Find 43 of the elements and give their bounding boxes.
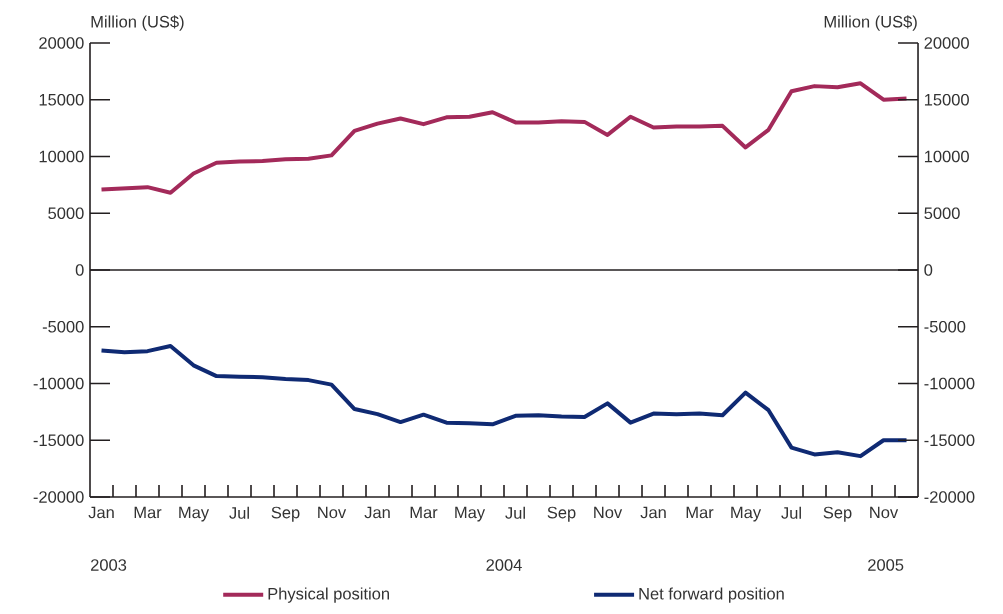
x-tick-label: Nov [870,506,899,519]
y2-tick-label: 20000 [924,37,969,49]
x-tick-label: Jul [229,506,249,519]
y-tick-label: 20000 [39,37,84,49]
y2-tick-label: 5000 [924,207,960,220]
x-tick-label: Mar [686,506,714,519]
x-tick-label: Jan [364,506,390,519]
y-tick-label: 0 [75,264,84,276]
text: 2003 [91,559,127,571]
y2-tick-label: 0 [924,264,933,276]
y2-tick-label: -10000 [924,377,975,390]
y2-tick-label: -5000 [924,320,966,333]
x-tick-label: Mar [134,506,162,519]
y-tick-label: -15000 [33,434,84,447]
x-tick-label: Jan [640,506,666,519]
x-tick-label: May [179,506,210,522]
legend-label: Net forward position [639,587,784,603]
x-tick-label: May [731,506,762,522]
x-tick-label: Sep [547,506,576,522]
x-tick-label: May [455,506,486,522]
y-tick-label: -10000 [33,377,84,390]
y-tick-label: 15000 [39,93,84,106]
y2-tick-label: 10000 [924,150,969,163]
x-tick-label: Mar [410,506,438,519]
x-tick-label: Sep [271,506,300,522]
text: 2005 [868,559,904,571]
y2-axis-title: Million (US$) [824,15,917,31]
x-tick-label: Jul [781,506,801,519]
x-tick-label: Sep [823,506,852,522]
y2-tick-label: 15000 [924,93,969,106]
y2-tick-label: -20000 [924,491,975,503]
text: 2004 [486,559,522,571]
y-tick-label: 10000 [39,150,84,163]
y-axis-title: Million (US$) [91,15,184,31]
y-tick-label: -5000 [42,320,84,333]
legend-label: Physical position [268,587,389,603]
x-tick-label: Nov [594,506,623,519]
x-tick-label: Jan [88,506,114,519]
y2-tick-label: -15000 [924,434,975,447]
x-tick-label: Nov [318,506,347,519]
x-tick-label: Jul [505,506,525,519]
y-tick-label: 5000 [48,207,84,220]
y-tick-label: -20000 [33,491,84,503]
